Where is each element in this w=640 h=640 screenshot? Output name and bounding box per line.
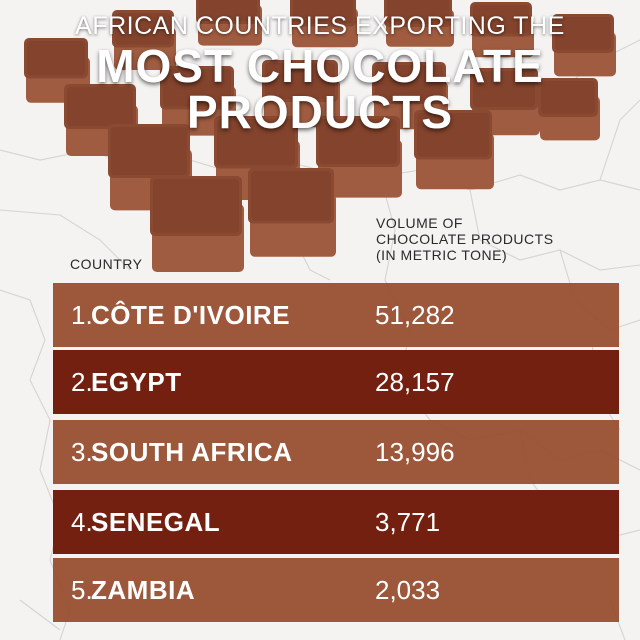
row-rank: 2. <box>71 366 93 397</box>
row-country: SENEGAL <box>91 506 221 537</box>
table-row: 5. ZAMBIA 2,033 <box>53 558 619 622</box>
table-row: 3. SOUTH AFRICA 13,996 <box>53 420 619 484</box>
row-value: 13,996 <box>375 436 455 467</box>
volume-header-line-3: (IN METRIC TONE) <box>376 247 508 263</box>
chocolate-cube <box>112 10 176 70</box>
chocolate-cube <box>414 110 494 190</box>
volume-header-line-2: CHOCOLATE PRODUCTS <box>376 231 554 247</box>
row-rank: 3. <box>71 436 93 467</box>
table-row: 1. CÔTE D'IVOIRE 51,282 <box>53 283 619 347</box>
row-rank: 5. <box>71 574 93 605</box>
chocolate-cube <box>248 168 336 257</box>
row-country: EGYPT <box>91 366 182 397</box>
chocolate-cube <box>384 0 454 47</box>
chocolate-cube <box>552 14 616 77</box>
row-country: CÔTE D'IVOIRE <box>91 299 291 330</box>
chocolate-cubes-image <box>24 0 616 272</box>
chocolate-cube <box>150 176 244 272</box>
row-value: 3,771 <box>375 506 441 537</box>
chocolate-cube <box>290 0 358 48</box>
row-value: 51,282 <box>375 299 455 330</box>
row-value: 28,157 <box>375 366 455 397</box>
row-country: ZAMBIA <box>91 574 196 605</box>
table-row: 2. EGYPT 28,157 <box>53 350 619 414</box>
chocolate-cube <box>538 78 600 141</box>
table-row: 4. SENEGAL 3,771 <box>53 490 619 554</box>
chocolate-cube <box>316 116 402 198</box>
chocolate-cube <box>196 0 262 46</box>
title-line-1: AFRICAN COUNTRIES EXPORTING THE <box>75 12 565 40</box>
row-rank: 4. <box>71 506 93 537</box>
row-country: SOUTH AFRICA <box>91 436 293 467</box>
chocolate-cube <box>262 60 340 128</box>
row-value: 2,033 <box>375 574 441 605</box>
country-column-header: COUNTRY <box>70 256 143 272</box>
volume-header-line-1: VOLUME OF <box>376 215 463 231</box>
title-line-3: PRODUCTS <box>186 86 454 138</box>
chocolate-cube <box>470 2 534 58</box>
volume-column-header: VOLUME OF CHOCOLATE PRODUCTS (IN METRIC … <box>376 215 554 263</box>
row-rank: 1. <box>71 299 93 330</box>
title-line-2: MOST CHOCOLATE <box>96 40 544 92</box>
